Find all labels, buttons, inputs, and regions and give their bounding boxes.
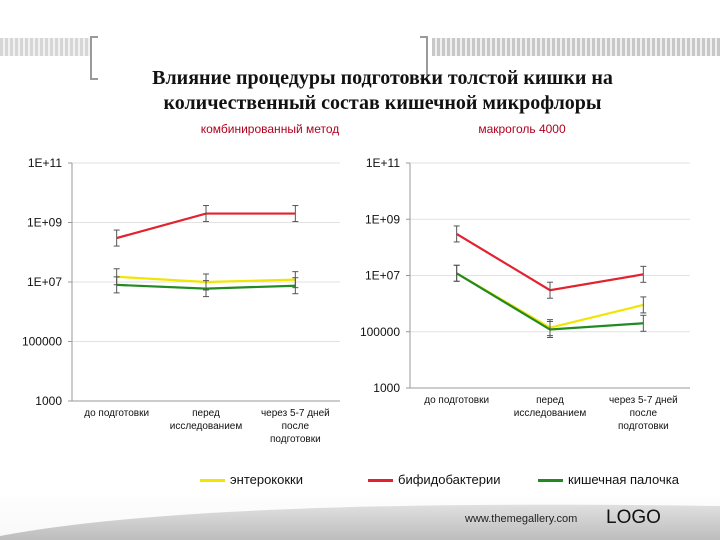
footer-logo: LOGO	[606, 507, 661, 528]
y-tick-label: 1E+11	[28, 156, 62, 170]
x-tick-label: до подготовки	[424, 395, 489, 406]
legend-label-bifidobacteria: бифидобактерии	[398, 472, 501, 487]
y-tick-label: 1E+07	[27, 275, 62, 289]
legend-label-ecoli: кишечная палочка	[568, 472, 679, 487]
y-tick-label: 1000	[373, 381, 400, 395]
x-tick-label: через 5-7 дней после подготовки	[609, 395, 678, 432]
y-tick-label: 1E+09	[27, 216, 62, 230]
y-tick-label: 1E+11	[366, 156, 400, 170]
title-bracket-right	[420, 36, 428, 80]
header-stripe-right	[432, 38, 720, 56]
legend-swatch-bifidobacteria	[368, 479, 393, 482]
chart-combined-method: комбинированный метод 1E+11 1E+09 1E+07 1000…	[22, 122, 340, 445]
footer-url[interactable]: www.themegallery.com	[465, 513, 578, 525]
y-tick-label: 100000	[360, 325, 400, 339]
legend-label-enterococci: энтерококки	[230, 472, 304, 487]
slide-title: Влияние процедуры подготовки толстой киш…	[152, 67, 613, 114]
x-tick-label: перед исследованием	[514, 395, 587, 419]
chart-title: комбинированный метод	[201, 122, 340, 136]
title-bracket-left	[90, 36, 98, 80]
legend-swatch-ecoli	[538, 479, 563, 482]
y-tick-label: 1000	[35, 394, 62, 408]
header-stripe-left	[0, 38, 92, 56]
y-tick-label: 1E+07	[365, 269, 400, 283]
chart-legend: энтерококки бифидобактерии кишечная пало…	[0, 470, 720, 494]
y-tick-label: 100000	[22, 335, 62, 349]
chart-title: макроголь 4000	[478, 122, 566, 136]
chart-macrogol-4000: макроголь 4000 1E+11 1E+09 1E+07 100000 1000 д…	[360, 122, 690, 432]
legend-swatch-enterococci	[200, 479, 225, 482]
x-tick-label: перед исследованием	[170, 408, 243, 432]
footer-swoosh	[0, 496, 720, 536]
x-tick-label: через 5-7 дней после подготовки	[261, 408, 330, 445]
x-tick-label: до подготовки	[84, 408, 149, 419]
y-tick-label: 1E+09	[365, 212, 400, 226]
